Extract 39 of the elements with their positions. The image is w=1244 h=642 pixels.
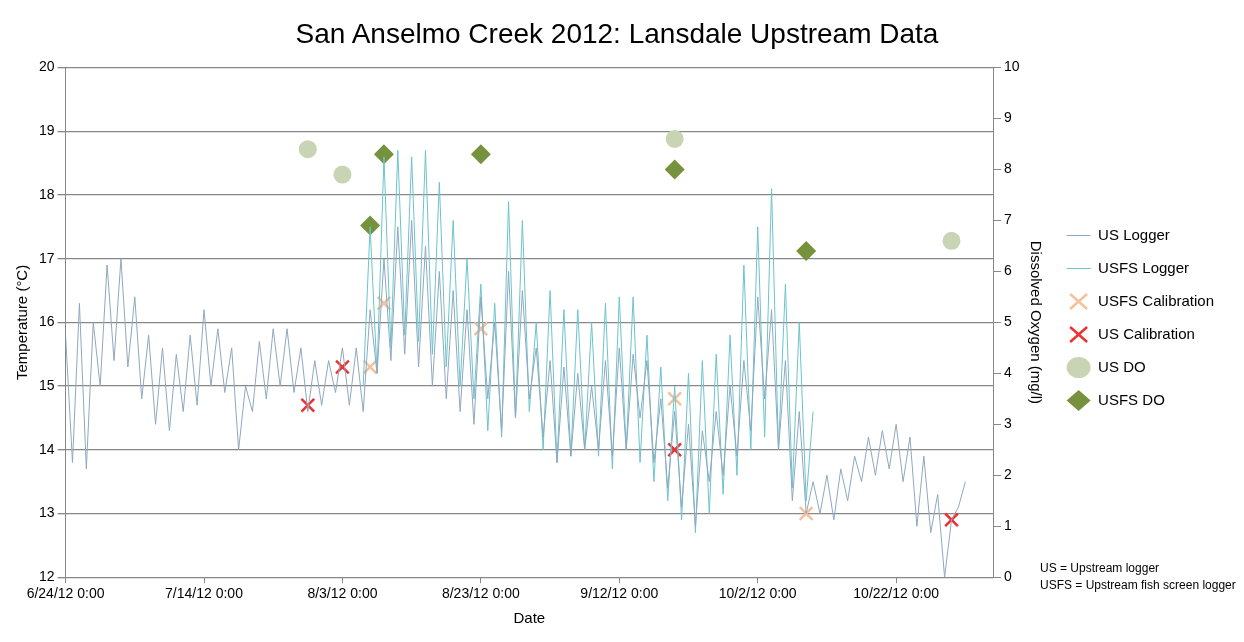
y2-tick-label: 10 xyxy=(1004,58,1020,75)
x-tick-label: 6/24/12 0:00 xyxy=(26,585,105,602)
x-tick-label: 7/14/12 0:00 xyxy=(165,585,244,602)
legend-label: USFS Calibration xyxy=(1098,291,1215,309)
y-tick-label: 16 xyxy=(38,313,55,330)
x-tick-label: 8/3/12 0:00 xyxy=(307,585,378,602)
legend-label: US DO xyxy=(1098,357,1146,375)
y2-tick-label: 1 xyxy=(1004,517,1013,534)
legend-label: USFS Logger xyxy=(1098,258,1190,276)
x-tick-label: 10/2/12 0:00 xyxy=(718,585,797,602)
x-tick-label: 8/23/12 0:00 xyxy=(441,585,520,602)
x-axis-title: Date xyxy=(513,609,546,627)
y-tick-label: 17 xyxy=(38,249,55,266)
y-tick-label: 18 xyxy=(38,185,55,202)
chart-title: San Anselmo Creek 2012: Lansdale Upstream Data xyxy=(295,17,939,49)
y2-tick-label: 3 xyxy=(1004,415,1013,432)
y2-axis-title: Dissolved Oxygen (mg/l) xyxy=(1028,240,1046,405)
y2-tick-label: 6 xyxy=(1004,262,1013,279)
y-tick-label: 12 xyxy=(38,568,55,585)
x-tick-label: 10/22/12 0:00 xyxy=(853,585,940,602)
legend-label: USFS DO xyxy=(1098,390,1165,408)
y-tick-label: 14 xyxy=(38,440,55,457)
y-tick-label: 20 xyxy=(38,58,55,75)
y2-tick-label: 7 xyxy=(1004,211,1013,228)
x-tick-label: 9/12/12 0:00 xyxy=(580,585,659,602)
y-tick-label: 19 xyxy=(38,122,55,139)
y-tick-label: 15 xyxy=(38,376,55,393)
y2-tick-label: 8 xyxy=(1004,160,1013,177)
y-axis-title: Temperature (°C) xyxy=(13,264,31,380)
y2-tick-label: 0 xyxy=(1004,568,1013,585)
legend-label: US Logger xyxy=(1098,225,1170,243)
text: US = Upstream logger xyxy=(1040,560,1161,577)
text: USFS = Upstream fish screen logger xyxy=(1040,577,1236,594)
y2-tick-label: 9 xyxy=(1004,109,1013,126)
y2-tick-label: 5 xyxy=(1004,313,1013,330)
y2-tick-label: 2 xyxy=(1004,466,1013,483)
legend-label: US Calibration xyxy=(1098,324,1195,342)
y2-tick-label: 4 xyxy=(1004,364,1013,381)
y-tick-label: 13 xyxy=(38,504,55,521)
